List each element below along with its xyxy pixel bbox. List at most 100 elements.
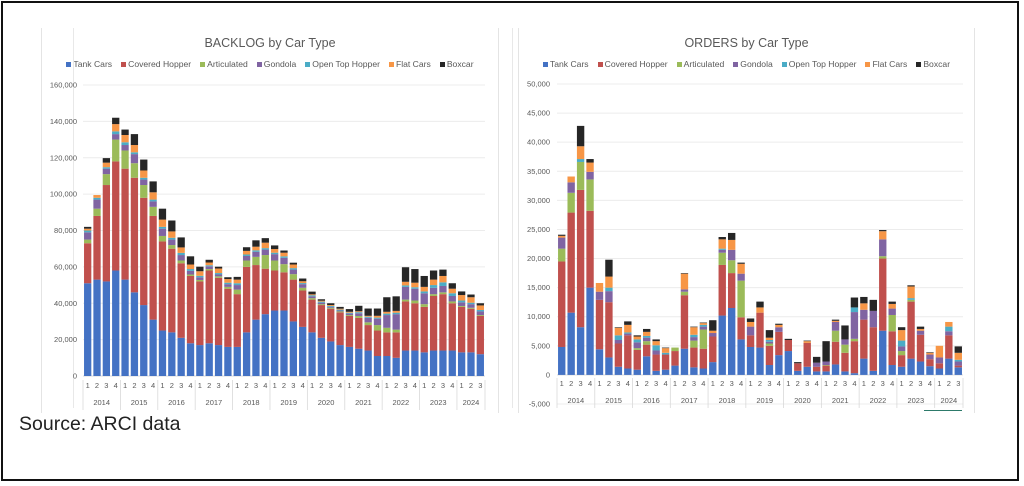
orders-bar-segment	[888, 314, 896, 332]
orders-bar-segment	[709, 333, 717, 337]
backlog-quarter-label: 2	[319, 381, 323, 390]
orders-bar-segment	[709, 362, 717, 375]
backlog-bar-segment	[93, 199, 101, 209]
backlog-bar-segment	[261, 242, 269, 249]
orders-bar-segment	[812, 366, 821, 372]
orders-bar-segment	[558, 237, 566, 249]
orders-ytick-label: 45,000	[527, 109, 550, 118]
orders-bar-segment	[794, 370, 802, 375]
backlog-bar-segment	[373, 325, 382, 331]
backlog-bar-segment	[158, 208, 167, 220]
backlog-quarter-label: 1	[273, 381, 277, 390]
backlog-quarter-label: 2	[394, 381, 398, 390]
legend-item-open-top-hopper: Open Top Hopper	[781, 59, 856, 69]
orders-year-label: 2023	[907, 396, 924, 405]
orders-bar-segment	[661, 354, 670, 370]
orders-bar-segment	[879, 330, 887, 375]
orders-bar-segment	[699, 348, 708, 369]
orders-bar-segment	[614, 327, 623, 336]
backlog-bar-segment	[355, 313, 363, 316]
backlog-bar-segment	[252, 251, 260, 257]
orders-bar-segment	[841, 339, 849, 345]
orders-bar-segment	[652, 345, 660, 351]
backlog-bar-segment	[317, 305, 326, 338]
backlog-legend: Tank Cars Covered Hopper Articulated Gondol…	[42, 59, 498, 69]
backlog-bar-segment	[271, 270, 279, 311]
backlog-bar-segment	[149, 206, 157, 216]
backlog-bar-segment	[271, 245, 279, 250]
orders-bar-segment	[718, 252, 726, 265]
orders-bar-segment	[765, 345, 774, 366]
backlog-bar-segment	[242, 247, 251, 251]
orders-bar-segment	[605, 357, 613, 375]
backlog-bar-segment	[121, 135, 129, 143]
backlog-quarter-label: 3	[478, 381, 482, 390]
orders-bar-segment	[756, 301, 764, 308]
orders-quarter-label: 2	[720, 379, 724, 388]
backlog-quarter-label: 1	[422, 381, 426, 390]
backlog-bar-segment	[345, 312, 354, 314]
legend-swatch	[733, 61, 739, 67]
backlog-bar-segment	[289, 262, 297, 265]
orders-bar-segment	[624, 333, 632, 336]
orders-bar-segment	[831, 321, 840, 331]
backlog-bar-segment	[411, 282, 419, 288]
backlog-bar-segment	[467, 304, 475, 308]
backlog-bar-segment	[467, 308, 475, 353]
backlog-bar-segment	[439, 282, 447, 286]
backlog-bar-segment	[186, 264, 195, 270]
backlog-bar-segment	[140, 185, 148, 198]
backlog-bar-segment	[224, 279, 232, 283]
legend-item-flat-cars: Flat Cars	[865, 59, 907, 69]
backlog-bar-segment	[392, 357, 400, 376]
backlog-bar-segment	[233, 279, 241, 284]
orders-bar-segment	[775, 331, 783, 356]
legend-swatch	[388, 61, 394, 67]
backlog-bar-segment	[364, 315, 372, 317]
backlog-bar-segment	[271, 254, 279, 261]
backlog-quarter-label: 3	[254, 381, 258, 390]
backlog-bar-segment	[121, 150, 129, 169]
backlog-bar-segment	[299, 290, 307, 327]
backlog-bar-segment	[252, 250, 260, 252]
backlog-quarter-label: 3	[104, 381, 108, 390]
backlog-bar-segment	[336, 310, 344, 312]
backlog-bar-segment	[373, 330, 382, 356]
orders-bar-segment	[765, 365, 774, 375]
backlog-bar-segment	[196, 271, 204, 276]
legend-swatch	[200, 61, 206, 67]
backlog-bar-segment	[168, 231, 176, 238]
backlog-bar-segment	[252, 265, 260, 320]
backlog-bar-segment	[401, 299, 410, 302]
orders-bar-segment	[935, 368, 944, 375]
orders-bar-segment	[879, 231, 887, 240]
orders-ytick-label: 35,000	[527, 167, 550, 176]
orders-bar-segment	[558, 248, 566, 262]
backlog-quarter-label: 2	[132, 381, 136, 390]
backlog-quarter-label: 1	[235, 381, 239, 390]
backlog-year-label: 2019	[280, 398, 297, 407]
backlog-bar-segment	[420, 286, 428, 292]
orders-bar-segment	[812, 362, 821, 367]
orders-bar-segment	[567, 212, 575, 313]
legend-item-articulated: Articulated	[676, 59, 724, 69]
orders-bar-segment	[945, 331, 953, 336]
legend-item-covered-hopper: Covered Hopper	[121, 59, 191, 69]
backlog-bar-segment	[457, 300, 466, 303]
backlog-bar-segment	[448, 303, 456, 351]
source-note: Source: ARCI data	[19, 413, 181, 435]
backlog-bar-segment	[411, 300, 419, 304]
orders-bar-segment	[945, 335, 953, 359]
legend-label: Open Top Hopper	[312, 59, 380, 69]
orders-bar-segment	[926, 352, 934, 353]
backlog-bar-segment	[196, 275, 204, 278]
orders-bar-segment	[907, 286, 915, 299]
orders-chart-panel: ORDERS by Car Type Tank Cars Covered Hopp…	[518, 28, 975, 413]
orders-bar-segment	[699, 368, 708, 375]
backlog-bar-segment	[299, 287, 307, 291]
backlog-bar-segment	[271, 310, 279, 376]
backlog-year-label: 2023	[430, 398, 447, 407]
orders-bar-segment	[803, 340, 811, 342]
backlog-bar-segment	[214, 345, 223, 376]
orders-bar-segment	[765, 330, 774, 338]
